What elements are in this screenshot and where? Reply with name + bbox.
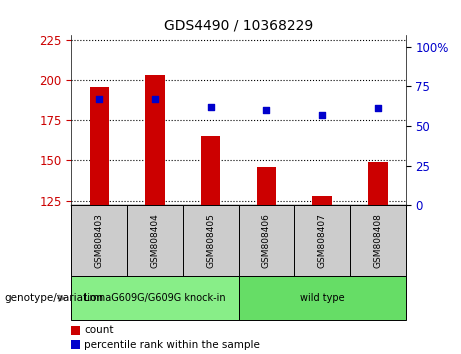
Bar bbox=[313, 196, 332, 205]
Title: GDS4490 / 10368229: GDS4490 / 10368229 bbox=[164, 19, 313, 33]
Text: percentile rank within the sample: percentile rank within the sample bbox=[84, 339, 260, 349]
Point bbox=[319, 112, 326, 118]
Point bbox=[374, 105, 382, 111]
Text: GSM808408: GSM808408 bbox=[373, 213, 382, 268]
Text: GSM808407: GSM808407 bbox=[318, 213, 327, 268]
Text: wild type: wild type bbox=[300, 293, 344, 303]
Bar bbox=[368, 162, 388, 205]
Text: GSM808406: GSM808406 bbox=[262, 213, 271, 268]
Point bbox=[151, 96, 159, 102]
Text: GSM808404: GSM808404 bbox=[150, 213, 160, 268]
Text: genotype/variation: genotype/variation bbox=[5, 293, 104, 303]
Point bbox=[95, 96, 103, 102]
Text: GSM808405: GSM808405 bbox=[206, 213, 215, 268]
Point bbox=[207, 104, 214, 110]
Bar bbox=[145, 75, 165, 205]
Bar bbox=[257, 167, 276, 205]
Bar bbox=[89, 87, 109, 205]
Text: LmnaG609G/G609G knock-in: LmnaG609G/G609G knock-in bbox=[84, 293, 226, 303]
Bar bbox=[201, 136, 220, 205]
Point bbox=[263, 107, 270, 113]
Text: count: count bbox=[84, 325, 114, 335]
Text: GSM808403: GSM808403 bbox=[95, 213, 104, 268]
